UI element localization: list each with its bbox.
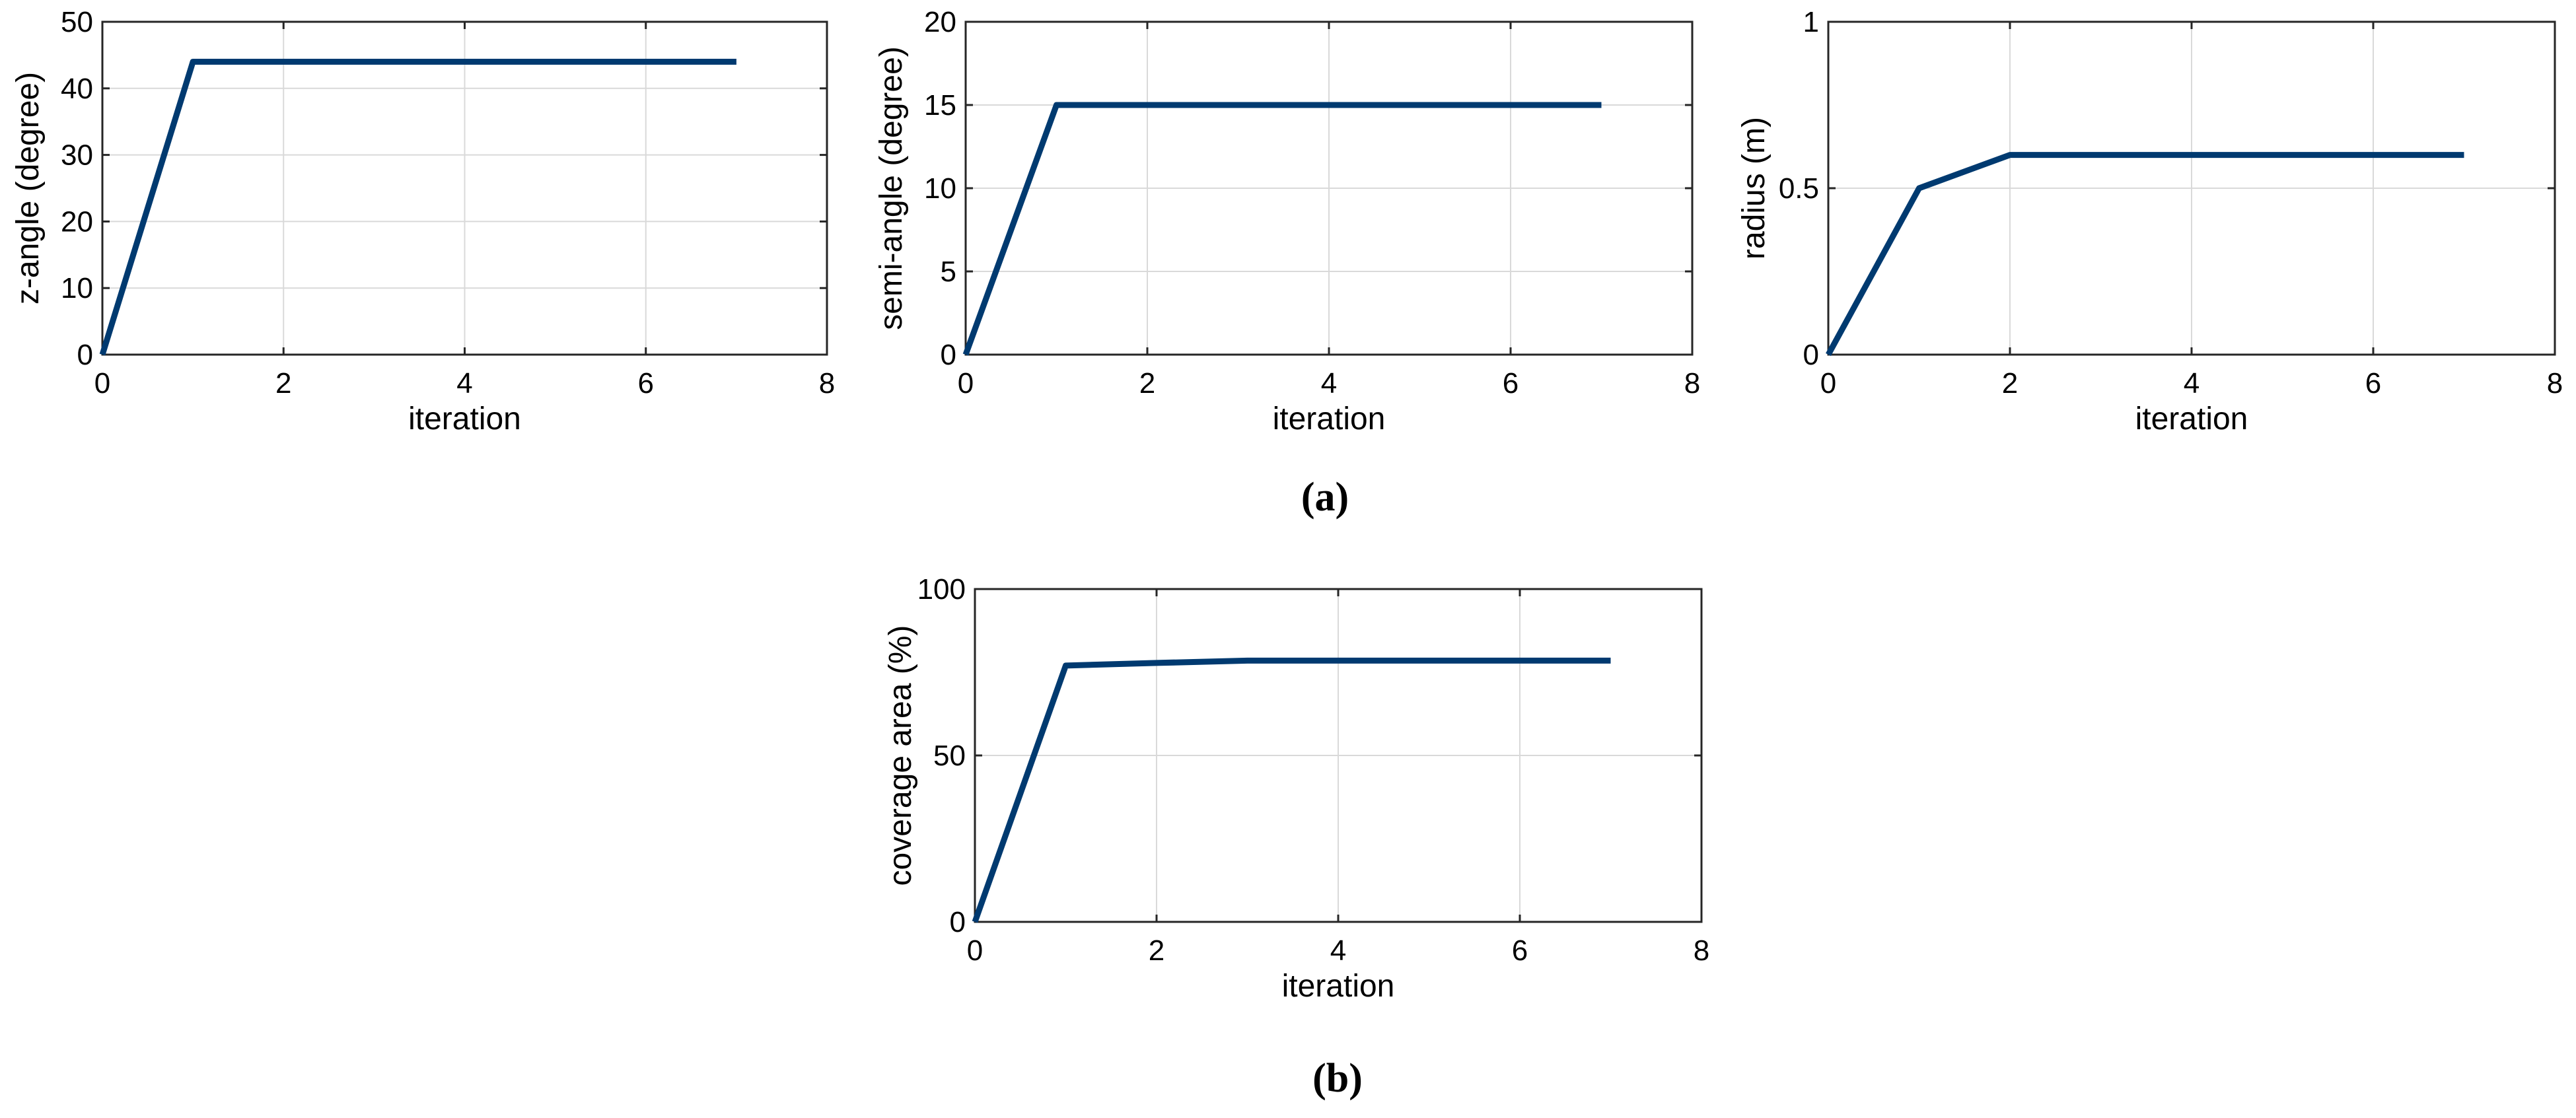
x-tick-label: 8 <box>1694 934 1709 967</box>
y-tick-label: 1 <box>1803 6 1819 38</box>
x-tick-label: 0 <box>94 367 110 400</box>
y-tick-label: 40 <box>61 73 93 105</box>
series-line-semi-angle <box>962 102 1602 356</box>
x-tick-label: 2 <box>2002 367 2018 400</box>
figure-label-b: (b) <box>1312 1056 1363 1101</box>
y-tick-label: 0 <box>77 339 93 371</box>
x-tick-label: 8 <box>2547 367 2563 400</box>
x-axis-label: iteration <box>2135 402 2248 437</box>
y-tick-label: 30 <box>61 139 93 172</box>
x-axis-label: iteration <box>408 402 521 437</box>
y-axis-label: radius (m) <box>1736 117 1771 260</box>
y-tick-label: 15 <box>924 89 956 122</box>
x-tick-label: 0 <box>1820 367 1836 400</box>
x-tick-label: 4 <box>2184 367 2200 400</box>
x-tick-label: 0 <box>958 367 974 400</box>
series-line-radius <box>1826 152 2464 357</box>
x-tick-label: 8 <box>1684 367 1700 400</box>
x-tick-label: 4 <box>1330 934 1346 967</box>
series-line-z-angle <box>99 59 736 356</box>
figure-label-a: (a) <box>1301 475 1349 520</box>
x-tick-label: 2 <box>275 367 291 400</box>
x-tick-label: 8 <box>819 367 835 400</box>
y-tick-label: 5 <box>941 256 956 288</box>
x-axis-label: iteration <box>1282 969 1395 1004</box>
chart-2: 0 2 4 6 8 0 5 10 15 20 iteration semi-angle (degree… <box>874 6 1700 437</box>
x-tick-label: 6 <box>2365 367 2381 400</box>
y-tick-label: 20 <box>924 6 956 38</box>
chart-3: 0 2 4 6 8 0 0.5 1 iteration radius (m) <box>1736 6 2563 437</box>
y-tick-label: 20 <box>61 205 93 238</box>
series-line-coverage-area <box>972 657 1611 923</box>
x-tick-label: 2 <box>1139 367 1155 400</box>
x-tick-label: 6 <box>1512 934 1528 967</box>
y-tick-label: 0 <box>941 339 956 371</box>
y-tick-label: 10 <box>924 172 956 205</box>
x-tick-label: 0 <box>967 934 983 967</box>
y-tick-label: 0.5 <box>1779 172 1819 205</box>
x-tick-label: 4 <box>1321 367 1337 400</box>
y-tick-label: 0 <box>1803 339 1819 371</box>
y-tick-label: 100 <box>917 573 966 606</box>
y-axis-label: semi-angle (degree) <box>874 46 909 330</box>
x-tick-label: 6 <box>1503 367 1519 400</box>
x-axis-label: iteration <box>1273 402 1386 437</box>
y-tick-label: 50 <box>61 6 93 38</box>
chart-4: 0 2 4 6 8 0 50 100 iteration coverage area (%) <box>883 573 1709 1004</box>
x-tick-label: 4 <box>456 367 472 400</box>
chart-1: 0 2 4 6 8 0 10 20 30 40 50 iteration z-angle (degree… <box>11 6 835 437</box>
x-tick-label: 6 <box>638 367 654 400</box>
y-axis-label: z-angle (degree) <box>11 72 46 304</box>
y-axis-label: coverage area (%) <box>883 625 918 886</box>
y-tick-label: 50 <box>933 740 966 772</box>
y-tick-label: 10 <box>61 272 93 304</box>
x-tick-label: 2 <box>1149 934 1164 967</box>
y-tick-label: 0 <box>950 906 966 938</box>
